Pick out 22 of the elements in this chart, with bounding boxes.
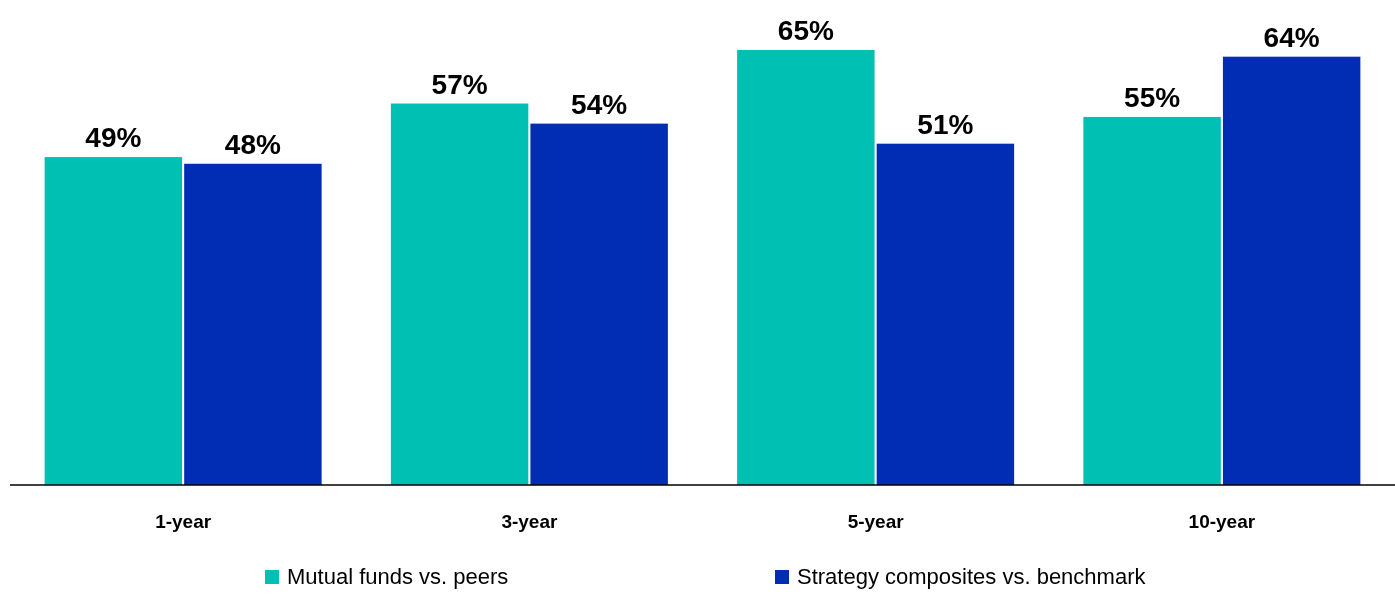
x-tick-label: 5-year (847, 511, 905, 532)
data-label: 65% (777, 15, 834, 46)
data-label: 57% (431, 68, 488, 100)
bar (1083, 116, 1221, 485)
bar (737, 50, 875, 485)
bar (184, 163, 322, 485)
bar (44, 157, 183, 485)
data-label: 51% (917, 108, 974, 140)
data-label: 55% (1124, 81, 1181, 113)
bar (876, 143, 1015, 485)
data-label: 49% (85, 122, 142, 154)
legend-label: Strategy composites vs. benchmark (797, 564, 1147, 589)
data-label: 64% (1263, 21, 1320, 53)
legend-label: Mutual funds vs. peers (287, 564, 509, 589)
x-tick-label: 10-year (1188, 511, 1256, 532)
x-tick-label: 3-year (501, 511, 558, 532)
data-label: 48% (224, 128, 282, 160)
bar (390, 103, 529, 485)
x-tick-label: 1-year (155, 511, 212, 532)
bar (530, 123, 668, 485)
data-label: 54% (571, 88, 628, 120)
bar (1222, 56, 1361, 485)
